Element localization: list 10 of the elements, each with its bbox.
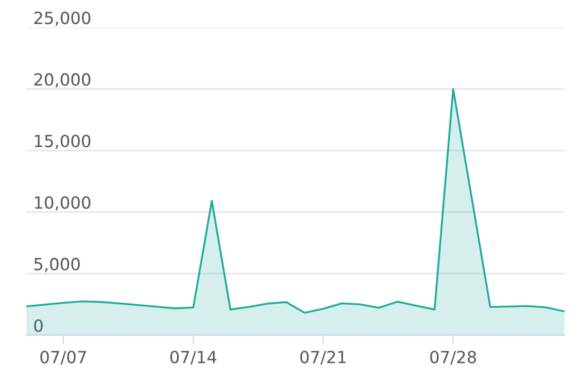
x-tick-label: 07/14 xyxy=(170,350,216,365)
y-tick-label: 10,000 xyxy=(34,196,90,211)
y-tick-label: 0 xyxy=(34,319,43,332)
x-tick-label: 07/21 xyxy=(300,350,346,365)
x-tick-label: 07/28 xyxy=(430,350,476,365)
y-tick-label: 5,000 xyxy=(34,258,80,272)
y-tick-label: 25,000 xyxy=(34,12,90,26)
y-tick-label: 15,000 xyxy=(34,134,90,149)
y-tick-label: 20,000 xyxy=(34,73,90,88)
x-tick-label: 07/07 xyxy=(40,350,86,365)
